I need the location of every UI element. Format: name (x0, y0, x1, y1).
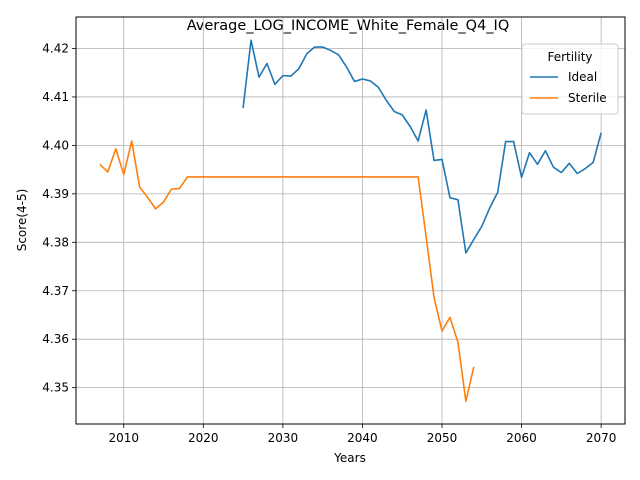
y-axis-label: Score(4-5) (15, 189, 29, 252)
grid (76, 17, 625, 424)
x-tick-label: 2010 (108, 431, 139, 445)
chart-title: Average_LOG_INCOME_White_Female_Q4_IQ (187, 18, 510, 34)
y-tick-label: 4.40 (42, 138, 69, 152)
x-tick-label: 2070 (586, 431, 617, 445)
y-tick-label: 4.42 (42, 41, 69, 55)
y-tick-label: 4.38 (42, 235, 69, 249)
y-tick-label: 4.36 (42, 332, 69, 346)
legend-label-sterile: Sterile (568, 91, 607, 105)
legend: Fertility Ideal Sterile (521, 43, 619, 115)
series-line-ideal (242, 39, 602, 254)
x-tick-label: 2060 (506, 431, 537, 445)
y-tick-label: 4.41 (42, 90, 69, 104)
series-layer (99, 39, 602, 403)
legend-box (521, 43, 619, 115)
legend-title: Fertility (547, 50, 592, 64)
x-tick-label: 2020 (188, 431, 219, 445)
plot-frame (75, 16, 626, 425)
series-line-sterile (99, 140, 475, 403)
x-tick-label: 2040 (347, 431, 378, 445)
x-tick-label: 2030 (268, 431, 299, 445)
x-axis: 2010 2020 2030 2040 2050 2060 2070 (108, 424, 616, 445)
y-tick-label: 4.37 (42, 284, 69, 298)
x-axis-label: Years (333, 451, 366, 465)
y-tick-label: 4.35 (42, 381, 69, 395)
legend-label-ideal: Ideal (568, 70, 597, 84)
x-tick-label: 2050 (427, 431, 458, 445)
y-axis: 4.35 4.36 4.37 4.38 4.39 4.40 4.41 4.42 (42, 41, 76, 395)
y-tick-label: 4.39 (42, 187, 69, 201)
